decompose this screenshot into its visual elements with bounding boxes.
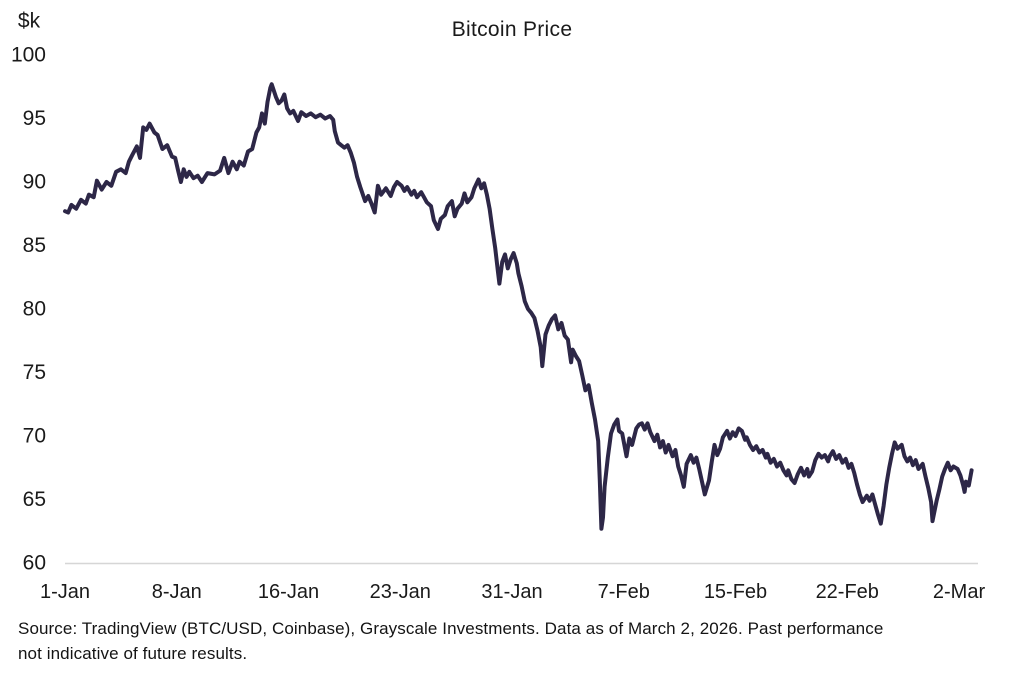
y-tick-label: 60	[23, 552, 46, 575]
source-note: Source: TradingView (BTC/USD, Coinbase),…	[18, 616, 1013, 666]
x-tick-label: 7-Feb	[598, 581, 650, 603]
x-tick-label: 23-Jan	[370, 581, 431, 603]
y-axis-unit-label: $k	[18, 10, 41, 33]
y-tick-label: 85	[23, 234, 46, 257]
y-tick-label: 100	[11, 44, 46, 67]
x-tick-label: 1-Jan	[40, 581, 90, 603]
x-tick-label: 31-Jan	[481, 581, 542, 603]
price-line	[63, 82, 974, 531]
x-tick-label: 8-Jan	[152, 581, 202, 603]
x-tick-label: 16-Jan	[258, 581, 319, 603]
y-tick-label: 95	[23, 107, 46, 130]
x-tick-label: 2-Mar	[933, 581, 986, 603]
x-tick-label: 15-Feb	[704, 581, 767, 603]
y-tick-label: 80	[23, 298, 46, 321]
chart-title: Bitcoin Price	[451, 18, 573, 41]
y-tick-label: 70	[23, 425, 46, 448]
y-tick-label: 75	[23, 361, 46, 384]
x-tick-label: 22-Feb	[816, 581, 879, 603]
source-note-line-1: Source: TradingView (BTC/USD, Coinbase),…	[18, 619, 884, 638]
y-tick-label: 90	[23, 171, 46, 194]
y-tick-label: 65	[23, 488, 46, 511]
source-note-line-2: not indicative of future results.	[18, 644, 248, 663]
